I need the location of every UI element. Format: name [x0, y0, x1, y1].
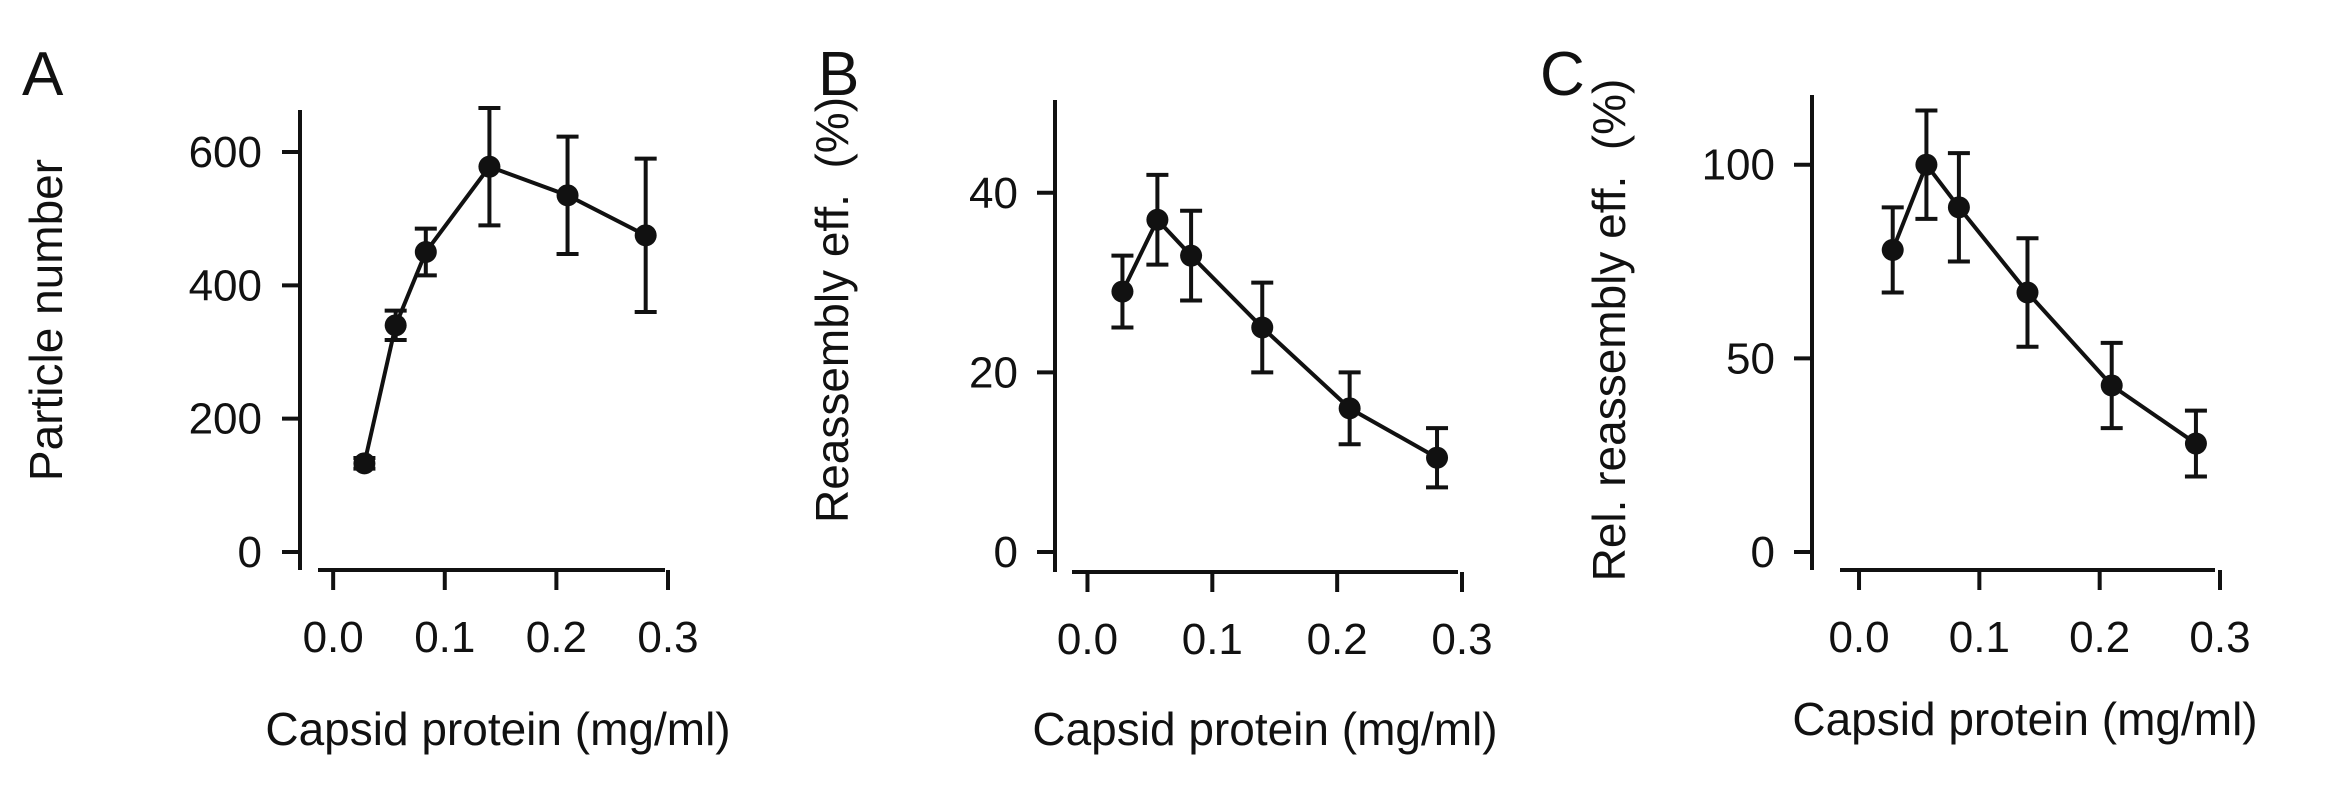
panel-letter: B: [818, 40, 859, 109]
y-tick-label: 100: [1702, 141, 1775, 190]
x-tick-label: 0.2: [1307, 615, 1368, 664]
data-point: [1426, 446, 1449, 469]
panel-b: B 0 20 40 0.0 0.1 0.2 0.3 Capsid protein (mg/ml)…: [806, 40, 1498, 755]
data-point: [478, 155, 501, 178]
x-tick-label: 0.1: [1182, 615, 1243, 664]
x-tick-label: 0.3: [2189, 613, 2250, 662]
data-point: [634, 224, 657, 247]
data-point: [1881, 238, 1904, 261]
panel-letter: A: [22, 40, 64, 109]
x-tick-label: 0.2: [2069, 613, 2130, 662]
series-line: [1120, 216, 1439, 460]
panel-letter: C: [1540, 40, 1585, 109]
data-point: [414, 241, 437, 263]
series-line: [1890, 160, 2198, 446]
y-tick-label: 20: [969, 348, 1018, 397]
data-point: [1180, 244, 1203, 267]
data-point: [1947, 196, 1970, 219]
x-axis-label: Capsid protein (mg/ml): [1032, 703, 1497, 755]
x-tick-label: 0.1: [1949, 613, 2010, 662]
data-point: [384, 314, 407, 337]
data-point: [353, 452, 376, 475]
data-point: [2184, 432, 2207, 455]
x-axis-label: Capsid protein (mg/ml): [1792, 693, 2257, 745]
data-point: [556, 184, 579, 207]
data-point: [1111, 280, 1134, 303]
x-axis-label: Capsid protein (mg/ml): [265, 703, 730, 755]
y-axis-label: Reassembly eff. (%): [806, 97, 858, 523]
y-tick-label: 400: [189, 261, 262, 310]
y-axis-label: Rel. reassembly eff. (%): [1583, 79, 1635, 582]
x-tick-label: 0.2: [526, 613, 587, 662]
x-tick-label: 0.3: [1431, 615, 1492, 664]
series-line: [362, 164, 647, 464]
panel-a: A 0 200 400 600 0.0 0.1 0.2 0.3 Capsid protein (m…: [20, 40, 731, 755]
data-point: [1338, 397, 1361, 420]
x-tick-label: 0.0: [303, 613, 364, 662]
y-tick-label: 0: [1751, 528, 1775, 577]
y-tick-label: 40: [969, 169, 1018, 218]
data-point: [2016, 281, 2039, 304]
x-tick-label: 0.3: [637, 613, 698, 662]
y-tick-label: 200: [189, 395, 262, 444]
data-point: [1146, 208, 1169, 231]
data-point: [2100, 374, 2123, 397]
y-tick-label: 50: [1726, 334, 1775, 383]
data-point: [1915, 153, 1938, 176]
panel-c: C 0 50 100 0.0 0.1 0.2 0.3 Capsid protein (mg/ml…: [1540, 40, 2258, 745]
y-tick-label: 600: [189, 128, 262, 177]
y-tick-label: 0: [994, 528, 1018, 577]
y-tick-label: 0: [238, 528, 262, 577]
x-tick-label: 0.0: [1057, 615, 1118, 664]
y-axis-label: Particle number: [20, 159, 72, 481]
x-tick-label: 0.1: [414, 613, 475, 662]
x-tick-label: 0.0: [1828, 613, 1889, 662]
data-point: [1251, 316, 1274, 339]
